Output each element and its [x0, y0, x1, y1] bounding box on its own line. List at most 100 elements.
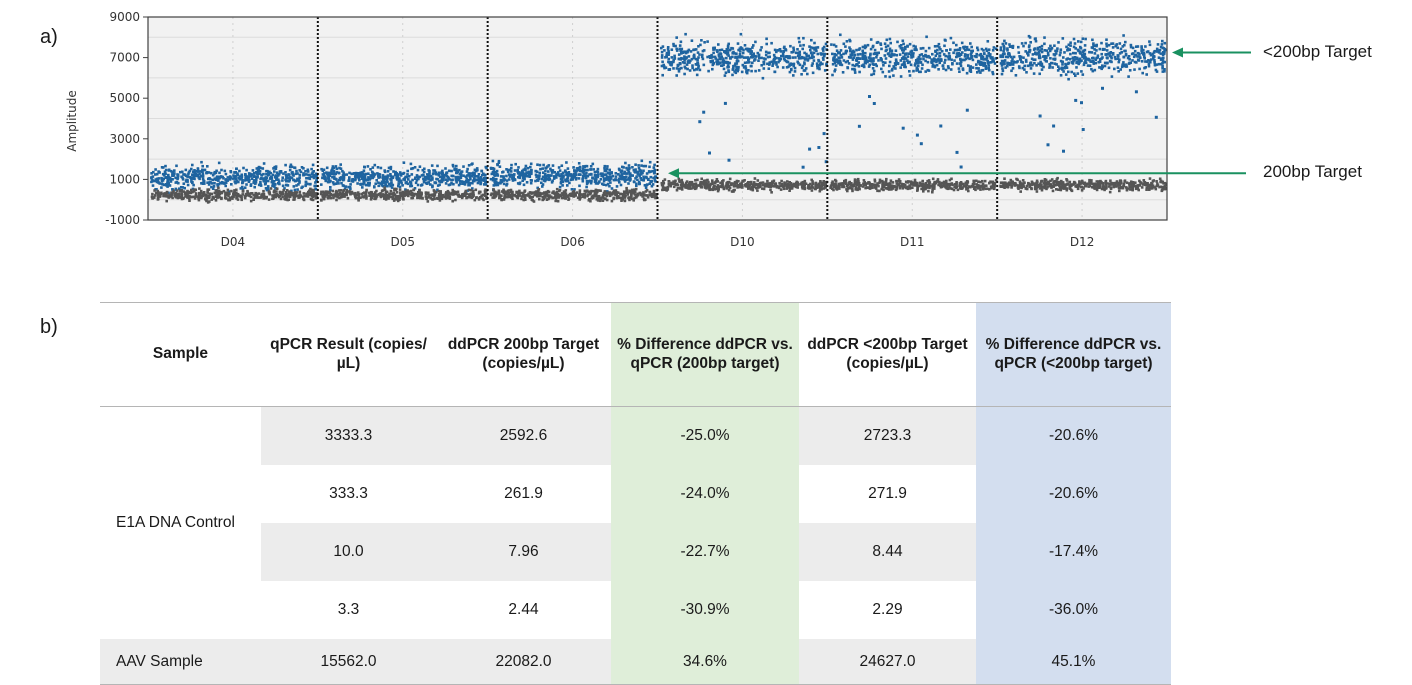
droplet-point [678, 58, 681, 61]
droplet-point [817, 53, 820, 56]
droplet-point [695, 68, 698, 71]
droplet-point [751, 186, 754, 189]
droplet-point [645, 187, 648, 190]
droplet-point [202, 179, 205, 182]
droplet-point [859, 47, 862, 50]
droplet-point [470, 163, 473, 166]
droplet-point [654, 180, 657, 183]
droplet-point [819, 52, 822, 55]
droplet-point [667, 46, 670, 49]
droplet-point [397, 183, 400, 186]
droplet-point [921, 67, 924, 70]
droplet-point [880, 48, 883, 51]
droplet-point [584, 190, 587, 193]
droplet-point [579, 170, 582, 173]
droplet-point [497, 174, 500, 177]
droplet-point [582, 165, 585, 168]
droplet-point [229, 175, 232, 178]
droplet-point [178, 194, 181, 197]
droplet-point [1052, 125, 1055, 128]
droplet-point [582, 168, 585, 171]
droplet-point [547, 170, 550, 173]
droplet-point [680, 41, 683, 44]
droplet-point [740, 46, 743, 49]
droplet-point [628, 167, 631, 170]
droplet-point [870, 58, 873, 61]
droplet-point [622, 194, 625, 197]
droplet-point [285, 191, 288, 194]
droplet-point [469, 178, 472, 181]
droplet-point [969, 69, 972, 72]
droplet-point [839, 34, 842, 37]
droplet-point [943, 61, 946, 64]
droplet-point [587, 181, 590, 184]
droplet-point [931, 62, 934, 65]
droplet-point [359, 196, 362, 199]
droplet-point [454, 199, 457, 202]
droplet-point [960, 65, 963, 68]
droplet-point [1062, 56, 1065, 59]
droplet-point [989, 53, 992, 56]
droplet-point [411, 173, 414, 176]
droplet-point [383, 197, 386, 200]
droplet-point [667, 52, 670, 55]
droplet-point [218, 177, 221, 180]
droplet-point [1134, 50, 1137, 53]
droplet-point [821, 63, 824, 66]
droplet-point [965, 58, 968, 61]
droplet-point [762, 77, 765, 80]
droplet-point [1007, 56, 1010, 59]
droplet-point [1088, 51, 1091, 54]
droplet-point [759, 49, 762, 52]
droplet-point [842, 53, 845, 56]
droplet-point [430, 175, 433, 178]
droplet-point [1067, 62, 1070, 65]
droplet-point [1153, 61, 1156, 64]
droplet-point [633, 197, 636, 200]
droplet-point [640, 179, 643, 182]
droplet-point [1146, 51, 1149, 54]
droplet-point [1091, 39, 1094, 42]
droplet-point [268, 198, 271, 201]
droplet-point [696, 61, 699, 64]
droplet-point [770, 42, 773, 45]
droplet-point [809, 49, 812, 52]
droplet-point [548, 197, 551, 200]
droplet-point [841, 56, 844, 59]
droplet-point [543, 191, 546, 194]
droplet-point [783, 57, 786, 60]
droplet-point [925, 36, 928, 39]
droplet-point [193, 175, 196, 178]
droplet-point [1018, 65, 1021, 68]
droplet-point [928, 47, 931, 50]
droplet-point [368, 182, 371, 185]
droplet-point [717, 185, 720, 188]
droplet-point [1092, 42, 1095, 45]
droplet-point [573, 173, 576, 176]
droplet-point [1155, 69, 1158, 72]
droplet-point [842, 71, 845, 74]
droplet-point [846, 40, 849, 43]
droplet-point [1069, 53, 1072, 56]
droplet-point [311, 171, 314, 174]
droplet-point [953, 59, 956, 62]
droplet-point [539, 164, 542, 167]
droplet-point [223, 190, 226, 193]
droplet-point [328, 191, 331, 194]
droplet-point [880, 68, 883, 71]
droplet-point [1010, 70, 1013, 73]
droplet-point [675, 36, 678, 39]
droplet-point [360, 173, 363, 176]
droplet-point [698, 120, 701, 123]
droplet-point [629, 176, 632, 179]
droplet-point [716, 178, 719, 181]
droplet-point [616, 185, 619, 188]
droplet-point [849, 40, 852, 43]
droplet-point [600, 198, 603, 201]
droplet-point [817, 146, 820, 149]
droplet-point [590, 165, 593, 168]
droplet-point [370, 191, 373, 194]
droplet-point [167, 181, 170, 184]
droplet-point [810, 185, 813, 188]
droplet-point [407, 192, 410, 195]
